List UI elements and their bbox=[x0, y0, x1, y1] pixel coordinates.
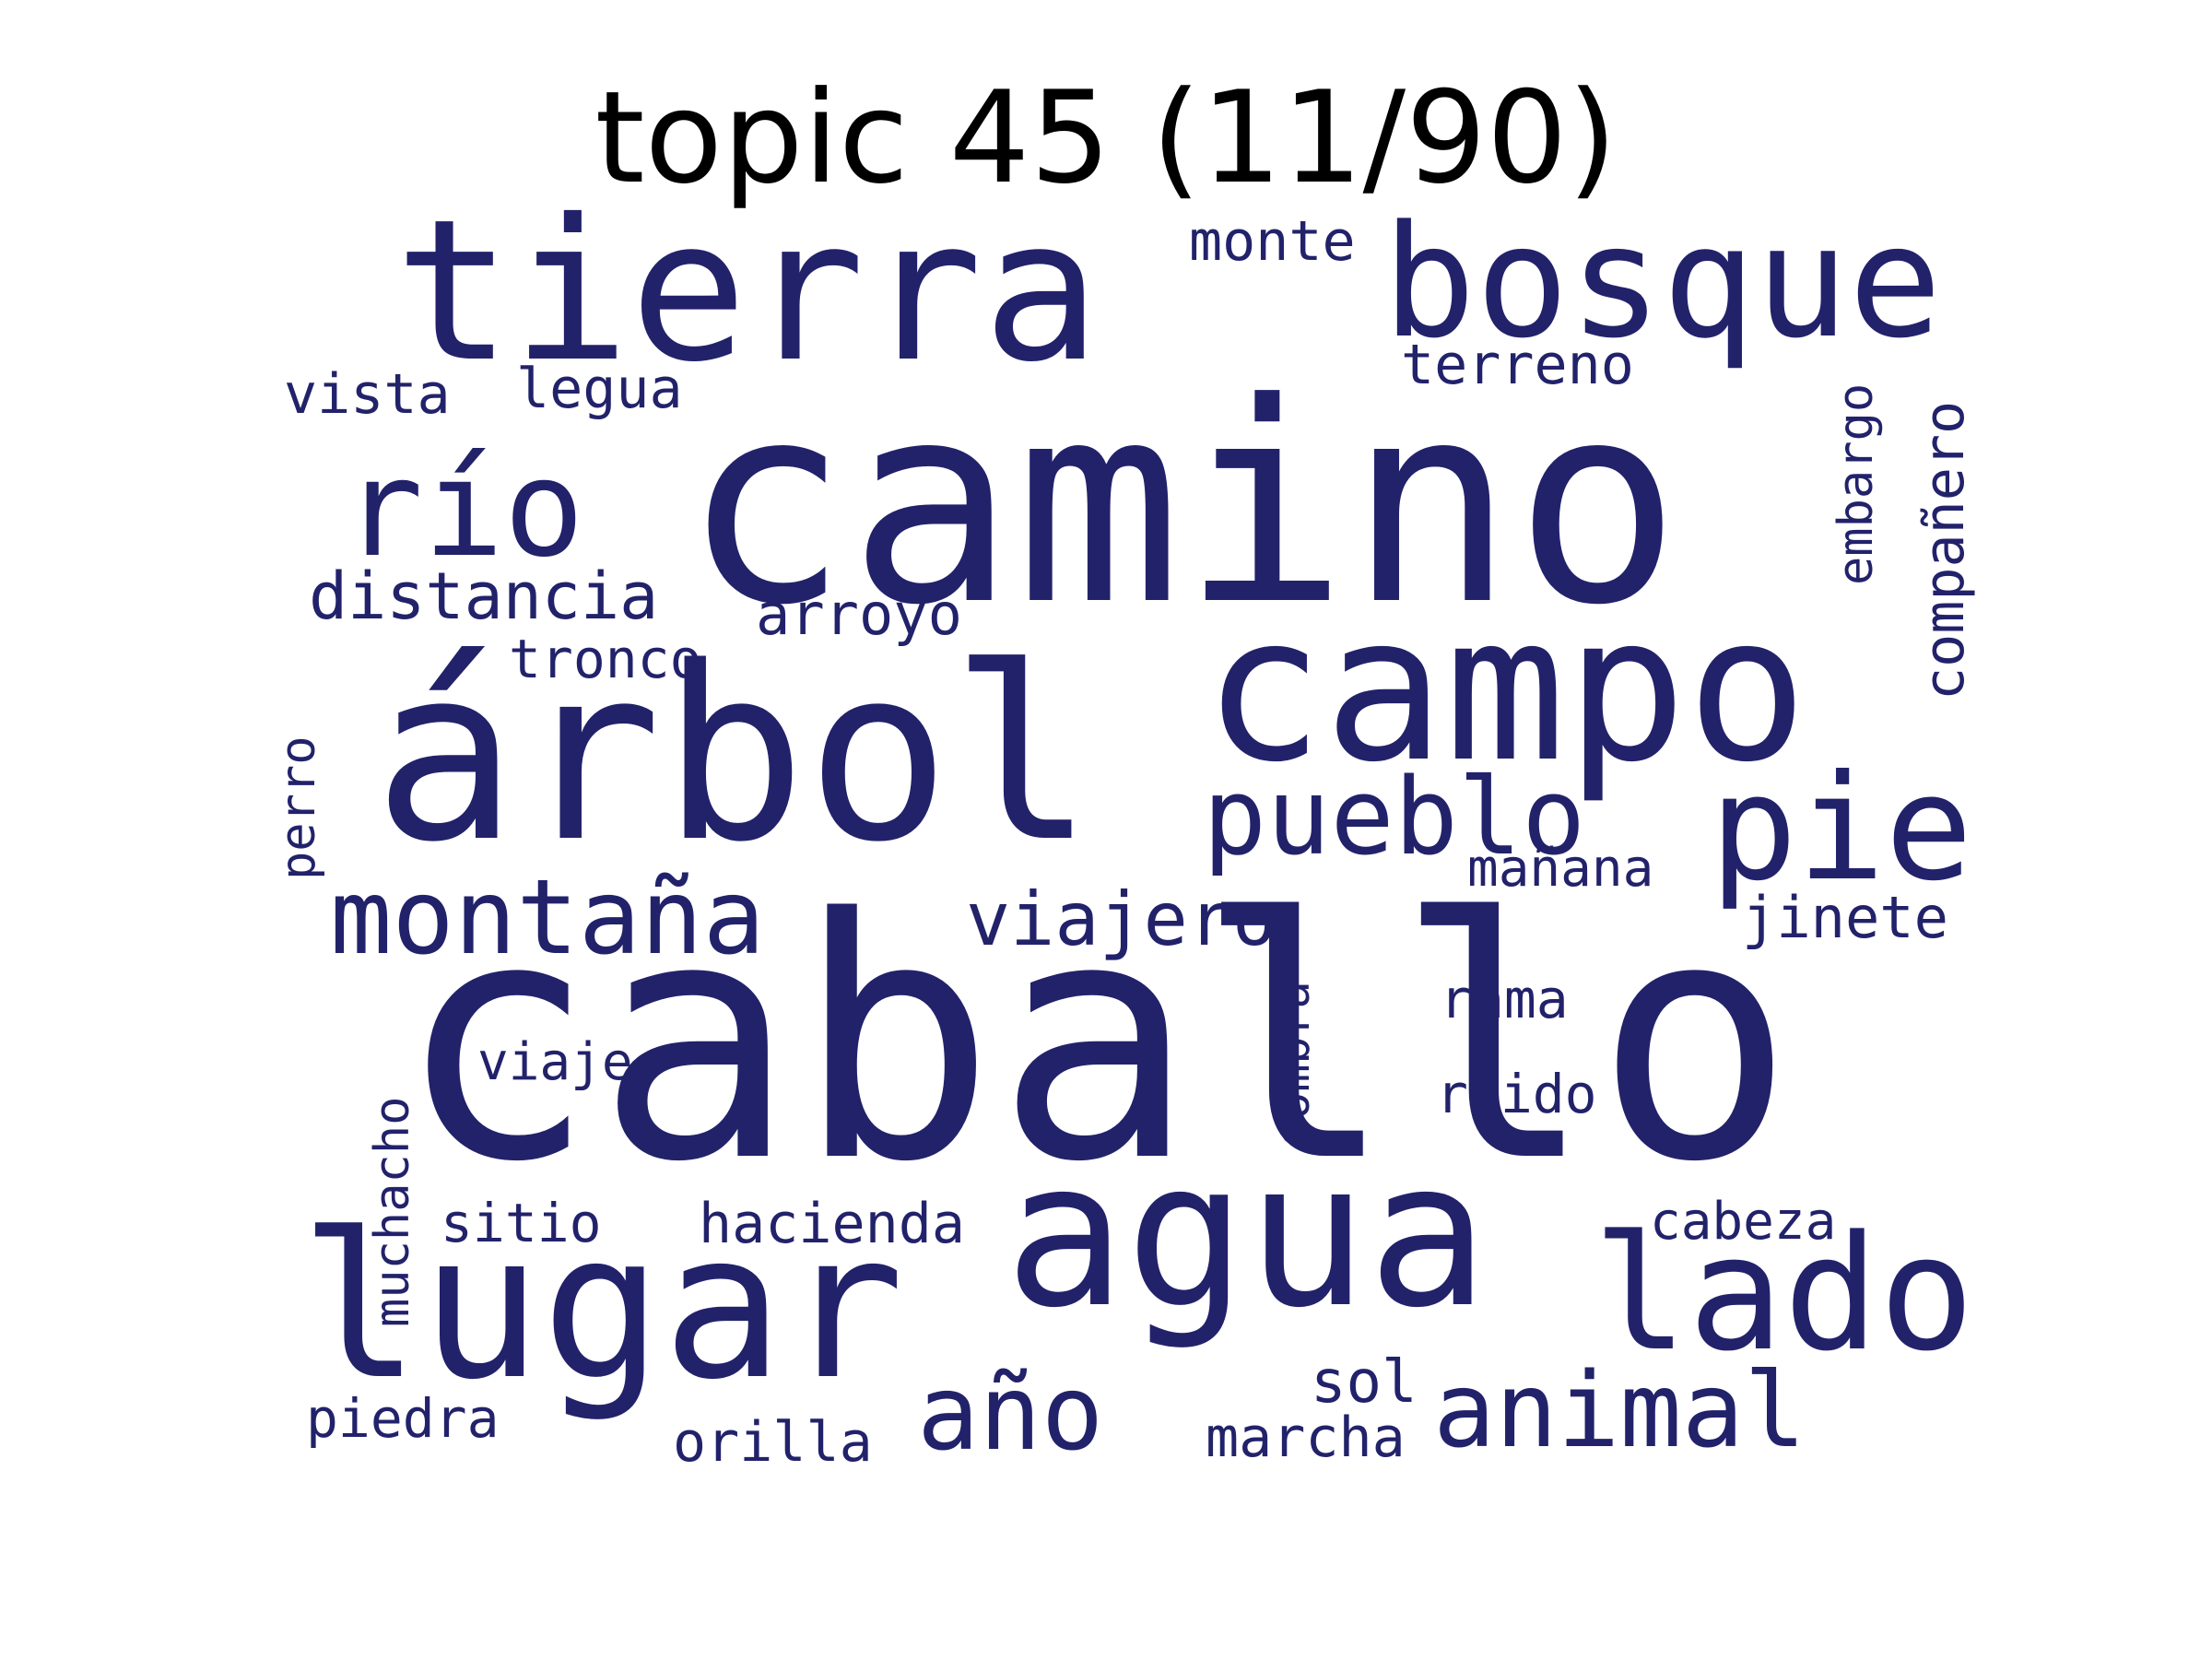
word-tierra: tierra bbox=[394, 177, 1100, 405]
word-montana: montaña bbox=[330, 858, 766, 978]
word-sol: sol bbox=[1311, 1348, 1418, 1417]
word-rio: río bbox=[343, 431, 584, 587]
word-orilla: orilla bbox=[673, 1410, 873, 1475]
word-viaje: viaje bbox=[477, 1032, 633, 1092]
word-tronco: tronco bbox=[509, 628, 702, 690]
word-rama: rama bbox=[1440, 968, 1569, 1030]
word-viajero: viajero bbox=[966, 877, 1277, 962]
word-terreno: terreno bbox=[1401, 333, 1634, 397]
word-hacienda: hacienda bbox=[699, 1192, 965, 1256]
word-cabeza: cabeza bbox=[1650, 1192, 1837, 1252]
word-ruido: ruido bbox=[1436, 1063, 1597, 1125]
word-arroyo: arroyo bbox=[756, 581, 962, 648]
word-marcha: marcha bbox=[1206, 1406, 1406, 1470]
word-pie: pie bbox=[1710, 744, 1973, 913]
word-manana: mañana bbox=[1467, 839, 1654, 899]
word-caballo: caballo bbox=[396, 848, 1795, 1234]
word-vista: vista bbox=[284, 362, 451, 427]
word-distancia: distancia bbox=[309, 559, 659, 634]
word-ano: año bbox=[917, 1354, 1104, 1474]
word-muchacho: muchacho bbox=[365, 1096, 420, 1327]
word-bosque: bosque bbox=[1382, 192, 1942, 372]
word-agua: agua bbox=[1005, 1119, 1488, 1352]
word-animal: animal bbox=[1433, 1351, 1806, 1471]
word-campo: campo bbox=[1203, 573, 1808, 806]
word-lado: lado bbox=[1593, 1201, 1975, 1386]
word-companero: compañero bbox=[1912, 400, 1977, 700]
word-perro: perro bbox=[271, 735, 326, 880]
word-sombra: sombra bbox=[1266, 981, 1320, 1147]
word-cloud-title: topic 45 (11/90) bbox=[594, 64, 1618, 212]
word-sitio: sitio bbox=[441, 1192, 602, 1254]
word-pueblo: pueblo bbox=[1203, 756, 1586, 879]
word-embargo: embargo bbox=[1829, 382, 1884, 585]
word-camino: camino bbox=[682, 344, 1681, 665]
word-arbol: árbol bbox=[373, 617, 1095, 895]
word-lugar: lugar bbox=[300, 1191, 905, 1424]
word-jinete: jinete bbox=[1742, 884, 1948, 951]
word-monte: monte bbox=[1189, 209, 1356, 274]
word-piedra: piedra bbox=[306, 1387, 500, 1450]
word-legua: legua bbox=[516, 357, 683, 421]
